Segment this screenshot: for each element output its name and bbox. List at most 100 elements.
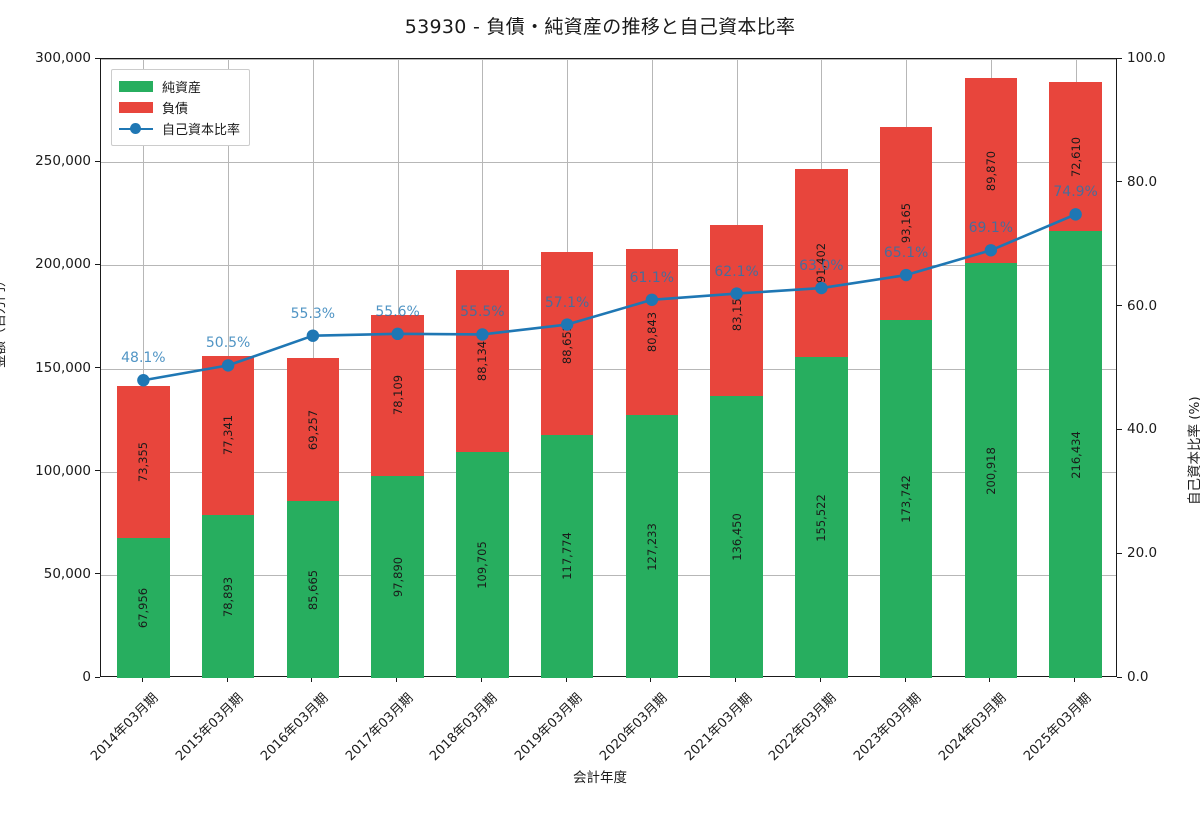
bar-segment-equity: 200,918	[964, 263, 1018, 678]
y-axis-left-tick-mark	[95, 367, 100, 369]
ratio-line-markers	[137, 208, 1082, 387]
ratio-value-label: 62.1%	[714, 263, 759, 280]
legend-item[interactable]: 純資産	[119, 76, 240, 97]
bar-value-label: 109,705	[475, 541, 490, 589]
x-axis-tick-mark	[735, 677, 737, 682]
chart-legend: 純資産負債自己資本比率	[111, 69, 251, 146]
y-axis-left-tick-label: 0	[82, 669, 91, 685]
y-axis-right-tick-mark	[1117, 552, 1122, 554]
y-axis-left-tick-label: 50,000	[43, 565, 91, 582]
bar-segment-equity: 216,434	[1049, 231, 1102, 678]
ratio-value-label: 57.1%	[544, 294, 590, 311]
bar-value-label: 97,890	[390, 556, 405, 598]
y-axis-left-tick-mark	[95, 470, 100, 472]
bar-segment-equity: 136,450	[710, 396, 763, 678]
y-axis-right-tick-label: 80.0	[1127, 173, 1158, 190]
bar-value-label: 88,134	[475, 340, 490, 381]
bar-segment-equity: 109,705	[456, 451, 509, 678]
legend-swatch-icon	[119, 102, 153, 113]
bar-segment-liability: 73,355	[117, 386, 170, 538]
gridline-horizontal	[101, 574, 1116, 576]
gridline-horizontal	[101, 471, 1116, 473]
y-axis-right-tick-mark	[1117, 181, 1122, 183]
bar-value-label: 73,355	[136, 441, 151, 483]
ratio-value-label: 50.5%	[205, 335, 251, 352]
x-axis-tick-mark	[141, 677, 143, 682]
x-axis-tick-mark	[565, 677, 567, 682]
y-axis-left-tick-label: 250,000	[35, 153, 91, 170]
bar-value-label: 200,918	[983, 446, 998, 495]
bar-segment-equity: 117,774	[540, 434, 594, 678]
y-axis-left-tick-label: 300,000	[35, 50, 91, 66]
ratio-value-label: 69.1%	[968, 220, 1014, 237]
bar-segment-equity: 85,665	[286, 501, 340, 678]
bar-value-label: 216,434	[1068, 430, 1083, 479]
x-axis-label: 会計年度	[573, 770, 627, 786]
y-axis-right-tick-label: 60.0	[1127, 297, 1158, 314]
y-axis-left-tick-label: 150,000	[35, 359, 91, 376]
x-axis-tick-mark	[904, 677, 906, 682]
ratio-value-label: 48.1%	[121, 350, 166, 367]
y-axis-left-label: 金額（百万円）	[0, 273, 8, 369]
bar-value-label: 78,109	[390, 375, 405, 416]
bar-segment-equity: 67,956	[117, 537, 170, 678]
ratio-value-label: 55.3%	[290, 305, 336, 322]
bar-segment-equity: 97,890	[371, 476, 424, 678]
bar-value-label: 117,774	[560, 532, 575, 581]
ratio-line-path	[142, 213, 1077, 382]
x-axis-tick-mark	[819, 677, 821, 682]
bar-segment-liability: 93,165	[879, 127, 933, 320]
ratio-value-label: 63.0%	[799, 258, 844, 275]
ratio-value-label: 55.5%	[460, 304, 505, 321]
bar-segment-liability: 77,341	[201, 355, 255, 516]
y-axis-right-tick-label: 20.0	[1127, 545, 1158, 562]
bar-segment-liability: 69,257	[286, 358, 340, 502]
bar-value-label: 83,152	[729, 290, 744, 331]
x-axis-tick-mark	[650, 677, 652, 682]
bar-segment-liability: 88,652	[540, 252, 594, 435]
bar-segment-liability: 83,152	[710, 224, 763, 397]
y-axis-right-tick-mark	[1117, 428, 1122, 430]
x-axis-tick-mark	[396, 677, 398, 682]
bar-value-label: 127,233	[644, 522, 659, 571]
legend-item-label: 純資産	[162, 81, 202, 96]
ratio-value-label: 61.1%	[629, 269, 675, 286]
y-axis-right-tick-mark	[1117, 676, 1122, 678]
bar-value-label: 85,665	[305, 569, 320, 610]
legend-item-label: 負債	[162, 102, 189, 117]
bar-value-label: 173,742	[899, 474, 914, 523]
legend-line-icon	[119, 122, 153, 136]
y-axis-right-tick-mark	[1117, 57, 1122, 59]
y-axis-right-tick-label: 40.0	[1127, 421, 1158, 438]
ratio-value-label: 55.6%	[375, 303, 420, 320]
chart-title: 53930 - 負債・純資産の推移と自己資本比率	[404, 16, 796, 38]
ratio-value-label: 74.9%	[1053, 184, 1098, 201]
legend-item[interactable]: 自己資本比率	[119, 118, 240, 139]
bar-value-label: 69,257	[305, 409, 320, 450]
gridline-horizontal	[101, 59, 1116, 60]
plot-area: 67,956 73,355 78,893 77,341 85,665 69,257 97,8…	[100, 58, 1117, 678]
bar-value-label: 89,870	[983, 150, 998, 191]
bar-value-label: 78,893	[221, 576, 236, 617]
y-axis-left-tick-label: 200,000	[35, 256, 91, 273]
legend-item-label: 自己資本比率	[162, 123, 241, 138]
bar-value-label: 67,956	[136, 587, 151, 628]
y-axis-right-label: 自己資本比率 (%)	[1187, 396, 1200, 505]
bar-value-label: 88,652	[560, 323, 575, 364]
x-axis-tick-mark	[226, 677, 228, 682]
y-axis-right-tick-label: 0.0	[1127, 669, 1149, 685]
bar-value-label: 72,610	[1068, 136, 1083, 177]
ratio-value-label: 65.1%	[883, 245, 929, 262]
y-axis-left-tick-mark	[95, 160, 100, 162]
bar-value-label: 155,522	[814, 493, 829, 542]
x-axis-tick-mark	[311, 677, 313, 682]
y-axis-right-tick-mark	[1117, 305, 1122, 307]
bar-segment-equity: 78,893	[201, 515, 255, 678]
legend-item[interactable]: 負債	[119, 97, 240, 118]
gridline-horizontal	[101, 162, 1116, 164]
bar-segment-equity: 127,233	[625, 415, 679, 678]
y-axis-left-tick-mark	[95, 57, 100, 59]
y-axis-left-tick-mark	[95, 573, 100, 575]
bar-value-label: 93,165	[899, 203, 914, 244]
